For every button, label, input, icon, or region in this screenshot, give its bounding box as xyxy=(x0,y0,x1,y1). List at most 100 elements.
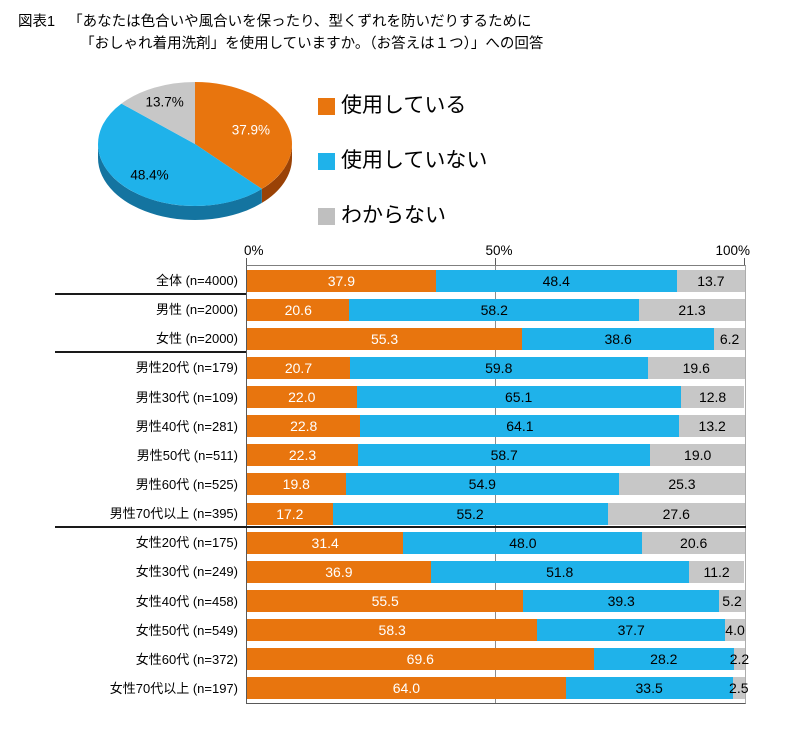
group-separator-label xyxy=(55,293,246,296)
bar-segment-blue: 65.1 xyxy=(356,386,681,409)
bar-segment-orange: 17.2 xyxy=(247,502,333,525)
bar-track: 58.3 37.7 4.0 xyxy=(247,619,745,642)
bar-row: 19.8 54.9 25.3 xyxy=(247,470,745,499)
bar-track: 55.5 39.3 5.2 xyxy=(247,590,745,613)
row-label: 男性40代 (n=281) xyxy=(135,418,238,434)
bar-segment-orange: 31.4 xyxy=(247,531,404,554)
bar-segment-blue: 64.1 xyxy=(360,415,680,438)
bar-row: 20.7 59.8 19.6 xyxy=(247,353,745,382)
legend-item: わからない xyxy=(318,204,487,228)
bar-track: 37.9 48.4 13.7 xyxy=(247,269,745,292)
bar-segment-blue: 48.4 xyxy=(435,269,677,292)
bar-segment-orange: 22.3 xyxy=(247,444,359,467)
bar-value-label: 39.3 xyxy=(607,593,635,610)
bar-value-label: 69.6 xyxy=(406,651,434,668)
x-axis-tick-label: 50% xyxy=(485,243,513,258)
bar-value-label: 22.8 xyxy=(290,418,318,435)
bar-value-label: 12.8 xyxy=(698,389,727,406)
bar-value-label: 48.0 xyxy=(509,534,537,551)
bar-track: 22.3 58.7 19.0 xyxy=(247,444,745,467)
bar-track: 31.4 48.0 20.6 xyxy=(247,531,745,554)
bar-value-label: 51.8 xyxy=(546,563,574,580)
bar-segment-blue: 58.7 xyxy=(358,444,651,467)
group-separator-full xyxy=(55,526,746,529)
bar-track: 20.6 58.2 21.3 xyxy=(247,298,746,321)
bar-segment-blue: 51.8 xyxy=(430,560,689,583)
bar-value-label: 55.2 xyxy=(456,505,484,522)
bar-segment-orange: 20.6 xyxy=(247,298,350,321)
bar-value-label: 58.3 xyxy=(378,622,406,639)
bar-value-label: 6.2 xyxy=(719,330,740,347)
bar-segment-orange: 22.0 xyxy=(247,386,357,409)
bar-value-label: 38.6 xyxy=(604,330,632,347)
row-label: 女性70代以上 (n=197) xyxy=(109,680,238,696)
row-label: 男性60代 (n=525) xyxy=(135,476,238,492)
bar-row: 31.4 48.0 20.6 xyxy=(247,528,745,557)
legend-label: わからない xyxy=(341,204,446,227)
legend-label: 使用していない xyxy=(341,149,488,172)
bar-segment-gray: 19.6 xyxy=(647,356,745,379)
bar-value-label: 2.2 xyxy=(729,651,750,668)
bar-value-label: 36.9 xyxy=(325,563,353,580)
bar-row: 55.5 39.3 5.2 xyxy=(247,586,745,615)
bar-segment-blue: 39.3 xyxy=(523,590,720,613)
bar-value-label: 2.5 xyxy=(729,680,749,697)
figure-title: 図表1 「あなたは色合いや風合いを保ったり、型くずれを防いだりするために 「おし… xyxy=(18,11,543,55)
bar-segment-gray: 11.2 xyxy=(688,560,745,583)
bar-segment-orange: 64.0 xyxy=(247,677,566,700)
bar-track: 19.8 54.9 25.3 xyxy=(247,473,745,496)
bar-track: 55.3 38.6 6.2 xyxy=(247,327,745,350)
figure-title-text: 「あなたは色合いや風合いを保ったり、型くずれを防いだりするために 「おしゃれ着用… xyxy=(68,11,543,55)
bar-segment-gray: 27.6 xyxy=(607,502,745,525)
row-label: 男性50代 (n=511) xyxy=(136,447,238,463)
bar-value-label: 55.5 xyxy=(371,593,399,610)
bar-value-label: 64.1 xyxy=(506,418,534,435)
bar-segment-blue: 38.6 xyxy=(522,327,715,350)
bar-value-label: 65.1 xyxy=(505,389,533,406)
bar-segment-blue: 48.0 xyxy=(403,531,643,554)
bar-value-label: 37.9 xyxy=(327,272,355,289)
bar-segment-orange: 55.3 xyxy=(247,327,523,350)
bar-value-label: 17.2 xyxy=(276,505,304,522)
bar-value-label: 19.6 xyxy=(682,359,710,376)
bar-segment-orange: 37.9 xyxy=(247,269,436,292)
bar-value-label: 4.0 xyxy=(725,622,745,639)
x-axis-tick xyxy=(495,258,496,265)
bar-value-label: 22.3 xyxy=(288,447,317,464)
row-label: 女性40代 (n=458) xyxy=(135,593,238,609)
legend-item: 使用している xyxy=(318,94,487,118)
pie-slice xyxy=(121,82,195,144)
bar-value-label: 20.6 xyxy=(284,301,312,318)
bar-segment-blue: 54.9 xyxy=(345,473,619,496)
row-label: 女性20代 (n=175) xyxy=(135,535,238,551)
bar-value-label: 13.7 xyxy=(697,272,725,289)
bar-value-label: 19.8 xyxy=(282,476,310,493)
bar-value-label: 5.2 xyxy=(722,593,742,610)
bar-segment-gray: 12.8 xyxy=(680,386,745,409)
bar-value-label: 58.2 xyxy=(480,301,508,318)
pie-slice xyxy=(98,103,262,206)
bar-value-label: 22.0 xyxy=(288,389,316,406)
bar-value-label: 58.7 xyxy=(490,447,518,464)
legend-swatch xyxy=(318,152,335,170)
x-axis-tick-label: 0% xyxy=(244,243,264,258)
bar-row: 37.9 48.4 13.7 xyxy=(247,266,745,295)
row-label: 男性70代以上 (n=395) xyxy=(109,506,238,522)
bar-track: 22.0 65.1 12.8 xyxy=(247,386,745,409)
bar-value-label: 27.6 xyxy=(662,505,690,522)
bar-segment-blue: 58.2 xyxy=(349,298,640,321)
legend-swatch xyxy=(318,97,335,115)
pie-slice-rim xyxy=(98,144,262,220)
bar-row: 22.3 58.7 19.0 xyxy=(247,441,745,470)
row-label: 女性 (n=2000) xyxy=(155,331,238,347)
bar-segment-gray: 5.2 xyxy=(719,590,745,613)
bar-segment-blue: 59.8 xyxy=(349,356,648,379)
bar-value-label: 20.7 xyxy=(284,359,313,376)
bar-track: 22.8 64.1 13.2 xyxy=(247,415,745,438)
bar-row: 55.3 38.6 6.2 xyxy=(247,324,745,353)
bar-segment-blue: 55.2 xyxy=(332,502,608,525)
row-label: 全体 (n=4000) xyxy=(155,273,238,289)
bar-value-label: 55.3 xyxy=(370,330,399,347)
bar-value-label: 64.0 xyxy=(392,680,420,697)
